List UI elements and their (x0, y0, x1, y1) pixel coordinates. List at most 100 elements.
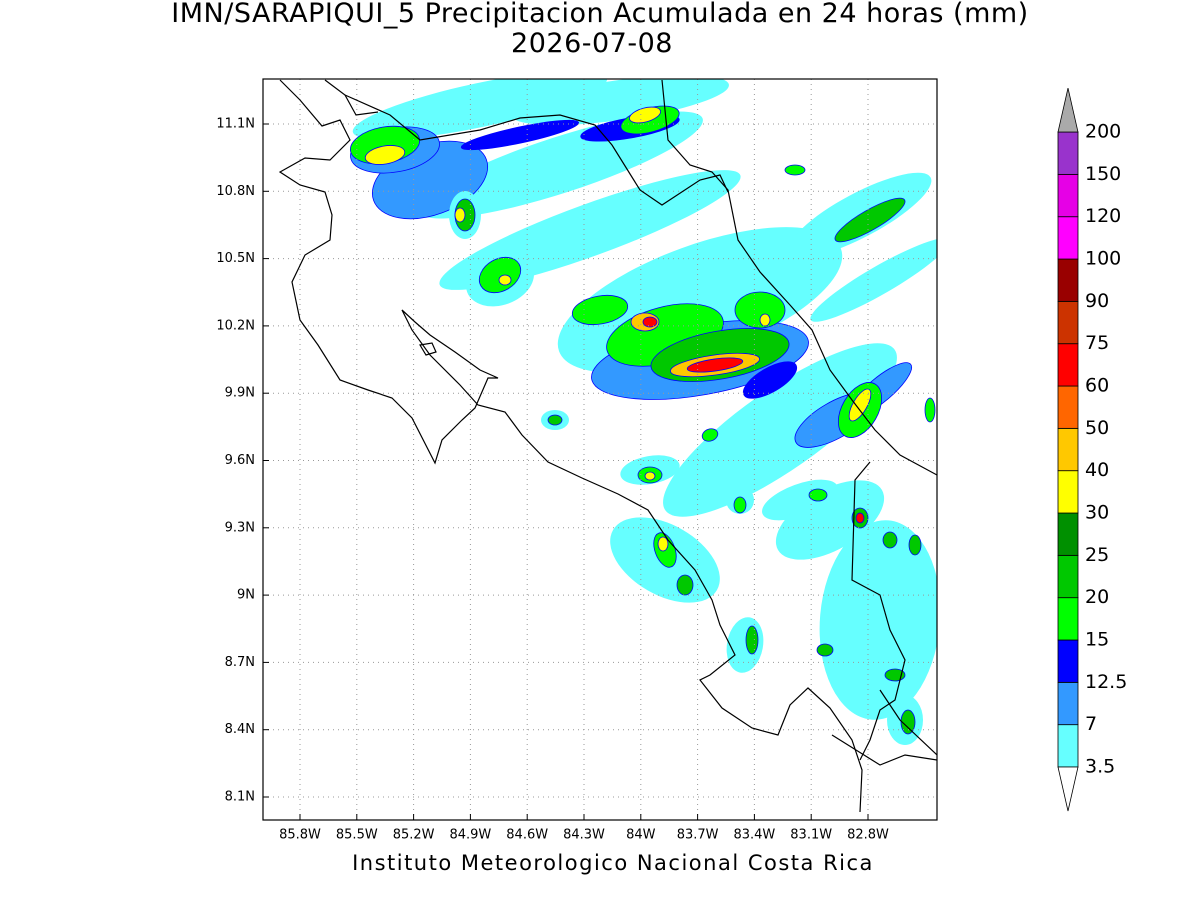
colorbar-box (1057, 216, 1079, 260)
precip-area (686, 357, 744, 373)
colorbar-box (1057, 681, 1079, 726)
precip-area (454, 207, 466, 223)
lon-tick-label: 83.7W (677, 828, 719, 843)
precip-area (644, 471, 656, 481)
lon-tick-label: 85.2W (393, 828, 435, 843)
colorbar-box (1057, 300, 1079, 345)
colorbar-label: 75 (1085, 332, 1109, 354)
colorbar-box (1057, 470, 1079, 514)
lat-tick-label: 10.5N (216, 251, 255, 266)
precipitation-field (349, 79, 937, 745)
colorbar-label: 12.5 (1085, 671, 1127, 693)
lat-tick-label: 9.3N (225, 520, 255, 535)
precip-area (908, 534, 922, 556)
colorbar-label: 150 (1085, 163, 1121, 185)
precip-area (848, 388, 872, 422)
precip-area (642, 316, 658, 328)
colorbar-label: 50 (1085, 417, 1109, 439)
title: IMN/SARAPIQUI_5 Precipitacion Acumulada … (171, 0, 1028, 29)
colorbar-over (1057, 87, 1079, 133)
colorbar-label: 30 (1085, 502, 1109, 524)
colorbar-box (1057, 512, 1079, 556)
precip-area (784, 164, 806, 176)
precip-area (352, 79, 608, 140)
colorbar-label: 60 (1085, 375, 1109, 397)
northern-border (344, 94, 729, 206)
nicaragua-lake-shore (324, 79, 379, 116)
precip-area (498, 274, 512, 286)
lon-tick-label: 85.8W (279, 828, 321, 843)
lon-tick-label: 83.1W (790, 828, 832, 843)
precip-area (775, 480, 885, 560)
colorbar-box (1057, 639, 1079, 683)
colorbar-box (1057, 554, 1079, 599)
lat-tick-label: 8.7N (225, 655, 255, 670)
footer: Instituto Meteorologico Nacional Costa R… (352, 851, 874, 875)
precip-area (734, 291, 786, 329)
date: 2026-07-08 (511, 28, 673, 59)
colorbar-label: 40 (1085, 459, 1109, 481)
precip-area (810, 238, 937, 322)
colorbar-box (1057, 724, 1079, 768)
precip-area (571, 294, 629, 326)
colorbar-box (1057, 597, 1079, 641)
lat-tick-label: 8.1N (225, 790, 255, 805)
precip-area (657, 536, 669, 552)
plot-frame (262, 78, 938, 821)
colorbar-label: 3.5 (1085, 756, 1115, 778)
precip-area (547, 414, 563, 426)
colorbar-box (1057, 173, 1079, 218)
lon-tick-label: 82.8W (847, 828, 889, 843)
colorbar-label: 120 (1085, 205, 1121, 227)
caribbean-coast (661, 79, 937, 476)
precip-area (726, 617, 764, 673)
colorbar-label: 90 (1085, 290, 1109, 312)
colorbar-label: 200 (1085, 121, 1121, 143)
colorbar-label: 20 (1085, 586, 1109, 608)
precip-area (478, 256, 522, 294)
precip-area (745, 625, 759, 655)
lat-tick-label: 9.9N (225, 386, 255, 401)
precip-area (460, 119, 580, 151)
lat-tick-label: 10.8N (216, 184, 255, 199)
lon-tick-label: 85.5W (336, 828, 378, 843)
lon-tick-label: 84.6W (506, 828, 548, 843)
lon-tick-label: 84W (626, 828, 656, 843)
lat-tick-label: 10.2N (216, 318, 255, 333)
precip-area (701, 428, 719, 442)
lon-tick-label: 84.3W (563, 828, 605, 843)
precip-area (816, 643, 834, 657)
panama-border (851, 461, 906, 761)
precip-area (924, 397, 936, 423)
precip-area (834, 197, 906, 243)
colorbar-label: 100 (1085, 248, 1121, 270)
colorbar-under (1057, 766, 1079, 812)
precip-area (759, 313, 771, 327)
colorbar-box (1057, 258, 1079, 302)
lon-tick-label: 83.4W (733, 828, 775, 843)
panama-coast (831, 689, 937, 766)
colorbar-box (1057, 343, 1079, 387)
graticule: 11.1N 10.8N 10.5N 10.2N 9.9N 9.6N 9.3N 9N 8.7N 8.… (216, 79, 937, 843)
precip-area (364, 145, 406, 165)
colorbar-label: 15 (1085, 629, 1109, 651)
precip-area (511, 79, 729, 126)
precip-area (819, 520, 937, 720)
lat-tick-label: 8.4N (225, 722, 255, 737)
nicoya-gulf-island (419, 342, 437, 356)
lat-tick-label: 9.6N (225, 453, 255, 468)
precip-area (808, 488, 828, 502)
colorbar-label: 25 (1085, 544, 1109, 566)
precip-area (882, 531, 898, 549)
precip-area (676, 574, 694, 596)
colorbar-box (1057, 427, 1079, 472)
colorbar: 3.5 7 12.5 15 20 25 30 40 50 60 75 90 100 120 150 200 (1057, 87, 1127, 812)
colorbar-box (1057, 131, 1079, 175)
coastlines (278, 79, 937, 813)
precip-area (742, 361, 798, 399)
lon-tick-label: 84.9W (449, 828, 491, 843)
precip-area (855, 512, 865, 524)
precip-area (900, 709, 916, 735)
colorbar-box (1057, 385, 1079, 429)
